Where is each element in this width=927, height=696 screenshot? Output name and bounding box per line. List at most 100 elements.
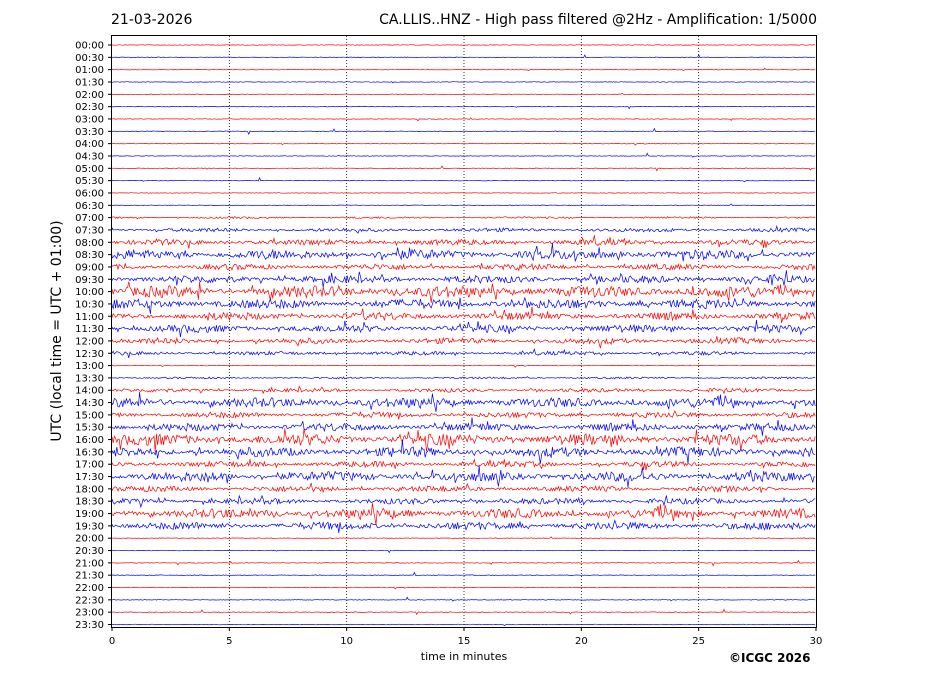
trace-line — [111, 376, 816, 380]
trace-line — [111, 319, 816, 338]
y-tick-label: 17:30 — [75, 472, 104, 483]
y-tick-label: 16:30 — [75, 447, 104, 458]
trace-line — [111, 142, 816, 146]
y-tick-label: 15:30 — [75, 423, 104, 434]
trace-line — [111, 608, 816, 616]
y-tick-label: 12:30 — [75, 349, 104, 360]
y-tick-label: 22:30 — [75, 595, 104, 606]
trace-line — [111, 117, 816, 122]
trace-line — [111, 216, 816, 220]
trace-line — [111, 348, 816, 358]
y-tick-label: 03:00 — [75, 114, 104, 125]
trace-line — [111, 549, 816, 554]
trace-line — [111, 306, 816, 323]
trace-line — [111, 519, 816, 534]
trace-line — [111, 262, 816, 272]
trace-line — [111, 596, 816, 602]
trace-line — [111, 364, 816, 368]
trace-line — [111, 192, 816, 194]
y-tick-label: 17:00 — [75, 460, 104, 471]
y-tick-label: 11:00 — [75, 312, 104, 323]
y-tick-label: 22:00 — [75, 583, 104, 594]
y-tick-label: 02:30 — [75, 102, 104, 113]
trace-line — [111, 203, 816, 206]
trace-line — [111, 503, 816, 525]
trace-line — [111, 106, 816, 110]
trace-line — [111, 336, 816, 349]
y-tick-label: 13:00 — [75, 361, 104, 372]
trace-line — [111, 296, 816, 315]
y-tick-label: 19:00 — [75, 509, 104, 520]
trace-line — [111, 465, 816, 488]
x-axis-label: time in minutes — [420, 650, 508, 663]
trace-line — [111, 235, 816, 249]
trace-line — [111, 571, 816, 577]
trace-line — [111, 152, 816, 158]
trace-line — [111, 225, 816, 234]
y-tick-label: 14:30 — [75, 398, 104, 409]
y-tick-label: 10:00 — [75, 287, 104, 298]
trace-line — [111, 127, 816, 136]
trace-line — [111, 81, 816, 84]
trace-line — [111, 623, 816, 627]
x-tick-label: 0 — [109, 636, 115, 647]
trace-line — [111, 281, 816, 303]
x-tick-label: 25 — [692, 636, 705, 647]
trace-line — [111, 53, 816, 59]
record-date: 21-03-2026 — [111, 12, 193, 28]
y-tick-label: 19:30 — [75, 521, 104, 532]
trace-line — [111, 243, 816, 263]
y-axis-label: UTC (local time = UTC + 01:00) — [49, 220, 65, 442]
trace-line — [111, 176, 816, 183]
x-tick-label: 15 — [458, 636, 471, 647]
trace-line — [111, 458, 816, 471]
y-tick-label: 23:30 — [75, 620, 104, 631]
y-tick-label: 00:00 — [75, 41, 104, 52]
y-tick-label: 05:00 — [75, 164, 104, 175]
trace-line — [111, 439, 816, 464]
y-tick-label: 10:30 — [75, 299, 104, 310]
y-tick-label: 18:30 — [75, 497, 104, 508]
y-tick-label: 06:30 — [75, 201, 104, 212]
trace-line — [111, 482, 816, 494]
y-tick-label: 09:30 — [75, 275, 104, 286]
y-tick-label: 04:30 — [75, 151, 104, 162]
y-tick-label: 21:00 — [75, 558, 104, 569]
y-tick-label: 05:30 — [75, 176, 104, 187]
trace-line — [111, 392, 816, 412]
y-tick-label: 14:00 — [75, 386, 104, 397]
copyright-credit: ©ICGC 2026 — [729, 651, 811, 665]
trace-line — [111, 586, 816, 590]
y-tick-label: 23:00 — [75, 608, 104, 619]
x-axis-ticks: 0 5 10 15 20 25 30 — [109, 627, 823, 647]
y-tick-label: 03:30 — [75, 127, 104, 138]
grid-lines — [228, 36, 700, 627]
y-tick-label: 21:30 — [75, 571, 104, 582]
trace-line — [111, 417, 816, 436]
y-tick-label: 02:00 — [75, 90, 104, 101]
y-tick-label: 01:30 — [75, 77, 104, 88]
trace-line — [112, 536, 816, 539]
y-tick-label: 07:30 — [75, 225, 104, 236]
y-tick-label: 20:00 — [75, 534, 104, 545]
trace-line — [111, 410, 816, 420]
trace-line — [111, 428, 816, 452]
y-tick-label: 18:00 — [75, 484, 104, 495]
y-tick-label: 01:00 — [75, 65, 104, 76]
y-tick-label: 04:00 — [75, 139, 104, 150]
x-tick-label: 20 — [575, 636, 588, 647]
trace-line — [111, 67, 816, 72]
trace-line — [111, 270, 816, 288]
x-tick-label: 30 — [810, 636, 823, 647]
y-tick-label: 20:30 — [75, 546, 104, 557]
seismic-traces — [111, 44, 816, 627]
y-tick-label: 13:30 — [75, 373, 104, 384]
y-tick-label: 11:30 — [75, 324, 104, 335]
y-tick-label: 08:30 — [75, 250, 104, 261]
x-tick-label: 5 — [226, 636, 232, 647]
trace-line — [111, 559, 816, 567]
y-tick-label: 16:00 — [75, 435, 104, 446]
trace-line — [111, 385, 816, 395]
y-tick-label: 06:00 — [75, 188, 104, 199]
